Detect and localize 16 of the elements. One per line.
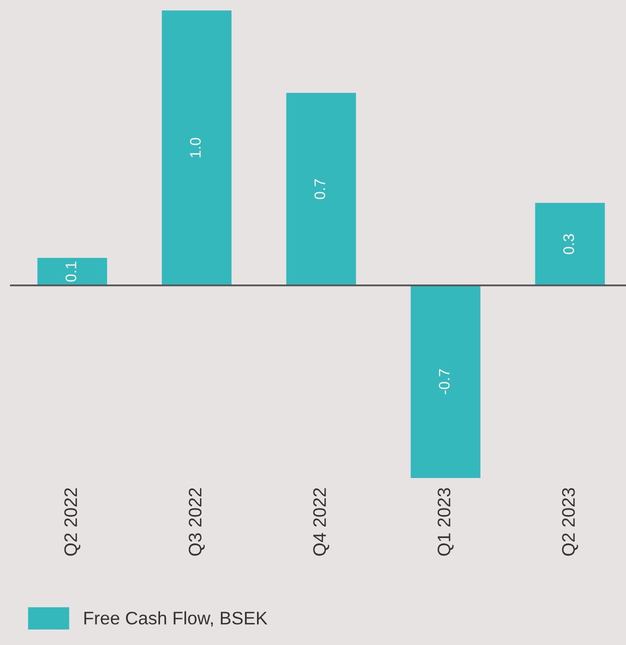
bar [535, 202, 605, 286]
x-tick-label: Q4 2022 [313, 488, 330, 556]
data-label: 1.0 [190, 138, 201, 158]
x-tick-label: Q2 2023 [562, 488, 578, 556]
bar [410, 285, 480, 478]
x-tick-label: Q2 2022 [64, 488, 80, 556]
bar [286, 92, 356, 286]
bar [37, 258, 108, 286]
legend-label: Free Cash Flow, BSEK [84, 611, 268, 627]
x-tick-label: Q3 2022 [188, 488, 205, 556]
x-tick-label: Q1 2023 [438, 488, 454, 556]
data-label: 0.1 [66, 262, 76, 282]
data-label: 0.3 [563, 234, 574, 254]
data-label: -0.7 [438, 369, 450, 394]
bar [162, 10, 232, 286]
data-label: 0.7 [314, 179, 326, 200]
